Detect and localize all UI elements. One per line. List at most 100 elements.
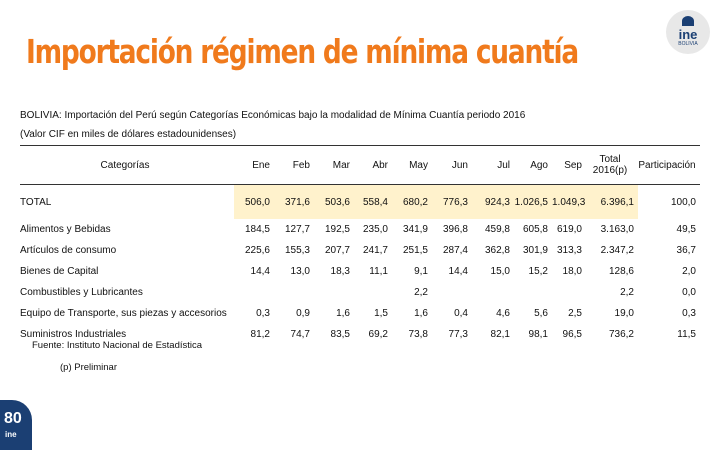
row-label: Alimentos y Bebidas <box>20 224 111 235</box>
table-cell: 15,0 <box>490 266 510 277</box>
header-top-rule <box>20 145 700 146</box>
data-table: Categorías Ene Feb Mar Abr May Jun Jul A… <box>20 146 700 345</box>
table-cell: 924,3 <box>472 184 514 219</box>
header-mar: Mar <box>332 159 350 171</box>
header-ene: Ene <box>252 159 270 171</box>
table-cell: 241,7 <box>362 245 388 256</box>
table-cell: 13,0 <box>290 266 310 277</box>
ine-logo: ine BOLIVIA <box>666 10 710 54</box>
table-cell <box>472 282 514 303</box>
table-cell: 192,5 <box>324 224 350 235</box>
table-cell: 6.396,1 <box>586 184 638 219</box>
table-cell: 69,2 <box>368 329 388 340</box>
anniversary-brand: ine <box>5 430 17 439</box>
table-cell: 605,8 <box>522 224 548 235</box>
header-participacion: Participación <box>638 159 696 171</box>
table-cell: 736,2 <box>608 329 634 340</box>
table-cell: 396,8 <box>442 224 468 235</box>
header-may: May <box>409 159 428 171</box>
table-cell: 341,9 <box>402 224 428 235</box>
header-sep: Sep <box>564 159 582 171</box>
table-cell: 287,4 <box>442 245 468 256</box>
table-row: Equipo de Transporte, sus piezas y acces… <box>20 303 700 324</box>
table-cell: 313,3 <box>556 245 582 256</box>
table-cell: 74,7 <box>290 329 310 340</box>
table-cell: 371,6 <box>274 184 314 219</box>
table-row: Bienes de Capital 14,4 13,0 18,3 11,1 9,1 14,4… <box>20 261 700 282</box>
table-units: (Valor CIF en miles de dólares estadouni… <box>20 129 237 140</box>
logo-brand: ine <box>678 27 698 42</box>
table-cell: 2,0 <box>682 266 696 277</box>
table-cell: 0,3 <box>256 308 270 319</box>
anniversary-number: 80 <box>4 410 22 427</box>
table-cell: 2.347,2 <box>600 245 634 256</box>
header-categorias: Categorías <box>100 159 150 171</box>
row-label: Equipo de Transporte, sus piezas y acces… <box>20 308 227 319</box>
logo-sub: BOLIVIA <box>678 41 698 47</box>
anniversary-logo: 80 ine <box>0 400 32 450</box>
table-cell <box>234 282 274 303</box>
table-cell: 0,9 <box>296 308 310 319</box>
table-cell <box>432 282 472 303</box>
table-cell: 18,3 <box>330 266 350 277</box>
table-row: Artículos de consumo 225,6 155,3 207,7 241,7… <box>20 240 700 261</box>
table-cell: 1.049,3 <box>552 184 586 219</box>
table-row: Combustibles y Lubricantes 2,2 2,2 0,0 <box>20 282 700 303</box>
table-cell: 1,5 <box>374 308 388 319</box>
table-cell: 96,5 <box>562 329 582 340</box>
table-cell: 73,8 <box>408 329 428 340</box>
header-feb: Feb <box>292 159 310 171</box>
table-cell: 11,5 <box>677 329 696 340</box>
table-cell: 207,7 <box>324 245 350 256</box>
header-jul: Jul <box>497 159 510 171</box>
row-label: Suministros Industriales <box>20 329 127 340</box>
table-cell: 362,8 <box>484 245 510 256</box>
table-cell: 128,6 <box>608 266 634 277</box>
table-cell: 0,3 <box>682 308 696 319</box>
row-label: TOTAL <box>20 184 234 219</box>
table-cell: 11,1 <box>369 266 388 277</box>
table-cell: 14,4 <box>250 266 270 277</box>
row-label: Artículos de consumo <box>20 245 117 256</box>
table-cell: 619,0 <box>556 224 582 235</box>
table-cell: 1,6 <box>414 308 428 319</box>
table-cell: 184,5 <box>244 224 270 235</box>
row-label: Bienes de Capital <box>20 266 99 277</box>
table-cell: 77,3 <box>448 329 468 340</box>
row-label: Combustibles y Lubricantes <box>20 287 143 298</box>
flame-icon <box>682 16 694 26</box>
table-cell: 459,8 <box>484 224 510 235</box>
table-cell: 4,6 <box>496 308 510 319</box>
table-cell: 0,4 <box>454 308 468 319</box>
page-title: Importación régimen de mínima cuantía <box>26 32 579 71</box>
table-cell <box>274 282 314 303</box>
table-cell: 155,3 <box>284 245 310 256</box>
table-cell: 2,2 <box>414 287 428 298</box>
table-cell: 81,2 <box>250 329 270 340</box>
header-total: Total 2016(p) <box>592 154 628 176</box>
table-cell: 14,4 <box>448 266 468 277</box>
table-cell: 0,0 <box>682 287 696 298</box>
table-cell: 36,7 <box>676 245 696 256</box>
table-cell: 680,2 <box>392 184 432 219</box>
table-cell: 98,1 <box>528 329 548 340</box>
table-row: Suministros Industriales 81,2 74,7 83,5 69,2… <box>20 324 700 345</box>
source-note: Fuente: Instituto Nacional de Estadístic… <box>32 340 203 351</box>
table-cell: 506,0 <box>234 184 274 219</box>
total-row: TOTAL 506,0 371,6 503,6 558,4 680,2 776,3 924,3… <box>20 184 700 219</box>
preliminary-note: (p) Preliminar <box>60 362 118 373</box>
table-cell: 1,6 <box>336 308 350 319</box>
table-cell: 503,6 <box>314 184 354 219</box>
table-cell: 18,0 <box>562 266 582 277</box>
table-cell: 776,3 <box>432 184 472 219</box>
table-cell: 15,2 <box>528 266 548 277</box>
table-cell: 19,0 <box>614 308 634 319</box>
table-row: Alimentos y Bebidas 184,5 127,7 192,5 235,0 3… <box>20 219 700 240</box>
table-cell: 82,1 <box>490 329 510 340</box>
table-cell: 1.026,5 <box>514 184 552 219</box>
table-cell: 251,5 <box>402 245 428 256</box>
table-cell <box>552 282 586 303</box>
table-cell: 100,0 <box>638 184 700 219</box>
table-cell <box>314 282 354 303</box>
header-jun: Jun <box>451 159 468 171</box>
